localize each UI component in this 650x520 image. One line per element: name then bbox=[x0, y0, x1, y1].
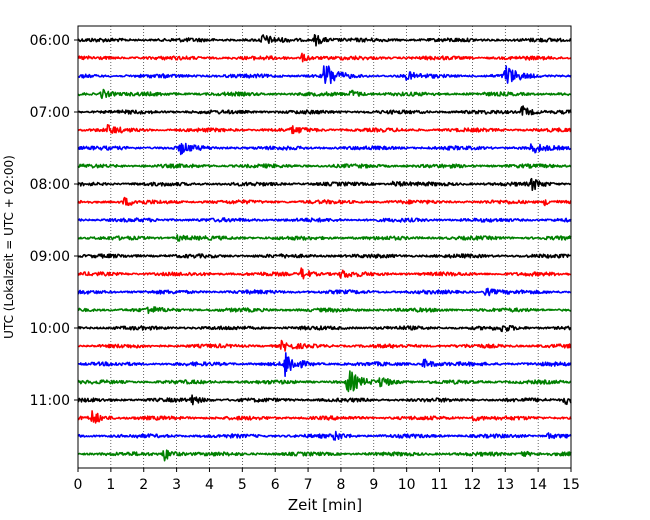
trace-0915 bbox=[77, 267, 572, 280]
y-tick-label: 11:00 bbox=[30, 393, 70, 409]
trace-0700 bbox=[77, 105, 572, 116]
trace-0845 bbox=[77, 234, 572, 242]
x-tick-label: 13 bbox=[496, 477, 514, 493]
y-axis-ticks: 06:00 07:00 08:00 09:00 10:00 11:00 bbox=[30, 33, 78, 409]
trace-0800 bbox=[77, 177, 572, 191]
trace-0615 bbox=[77, 52, 572, 63]
seismic-traces bbox=[77, 33, 572, 462]
trace-0900 bbox=[77, 253, 572, 259]
trace-0815 bbox=[77, 196, 572, 207]
trace-0930 bbox=[77, 287, 572, 297]
trace-1100 bbox=[77, 394, 572, 406]
x-tick-label: 5 bbox=[238, 477, 247, 493]
trace-0630 bbox=[77, 65, 572, 85]
trace-0715 bbox=[77, 124, 572, 135]
x-tick-label: 0 bbox=[74, 477, 83, 493]
trace-1045 bbox=[77, 370, 572, 393]
x-tick-label: 4 bbox=[205, 477, 214, 493]
x-tick-label: 8 bbox=[336, 477, 345, 493]
trace-0600 bbox=[77, 33, 572, 47]
trace-1130 bbox=[77, 430, 572, 441]
x-tick-label: 12 bbox=[463, 477, 481, 493]
y-tick-label: 10:00 bbox=[30, 321, 70, 337]
x-tick-label: 10 bbox=[398, 477, 416, 493]
trace-0945 bbox=[77, 306, 572, 315]
x-tick-label: 3 bbox=[172, 477, 181, 493]
trace-0645 bbox=[77, 88, 572, 100]
x-tick-label: 1 bbox=[106, 477, 115, 493]
x-tick-label: 15 bbox=[562, 477, 580, 493]
x-tick-label: 9 bbox=[369, 477, 378, 493]
y-tick-label: 06:00 bbox=[30, 33, 70, 49]
trace-0745 bbox=[77, 163, 572, 169]
plot-frame bbox=[77, 25, 572, 469]
trace-1015 bbox=[77, 339, 572, 352]
trace-1145 bbox=[77, 449, 572, 462]
x-tick-label: 7 bbox=[304, 477, 313, 493]
x-tick-label: 6 bbox=[271, 477, 280, 493]
x-axis-title: Zeit [min] bbox=[288, 496, 362, 514]
trace-0730 bbox=[77, 142, 572, 156]
y-tick-label: 09:00 bbox=[30, 249, 70, 265]
trace-1030 bbox=[77, 352, 572, 378]
x-tick-label: 2 bbox=[139, 477, 148, 493]
y-axis-title: UTC (Lokalzeit = UTC + 02:00) bbox=[2, 155, 16, 339]
trace-1115 bbox=[77, 410, 572, 424]
x-axis-ticks: 0 1 2 3 4 5 6 7 8 9 10 11 12 13 14 15 bbox=[74, 468, 580, 493]
trace-1000 bbox=[77, 324, 572, 333]
y-tick-label: 08:00 bbox=[30, 177, 70, 193]
y-tick-label: 07:00 bbox=[30, 105, 70, 121]
trace-0830 bbox=[77, 217, 572, 223]
x-tick-label: 11 bbox=[431, 477, 449, 493]
x-tick-label: 14 bbox=[529, 477, 547, 493]
